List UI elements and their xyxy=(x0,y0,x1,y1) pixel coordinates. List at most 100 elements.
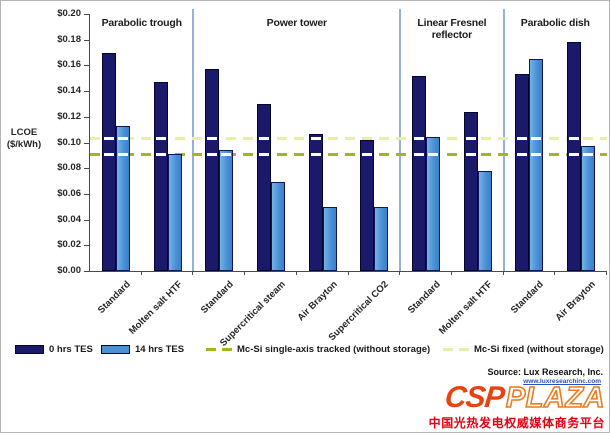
x-category-label: Supercritical steam xyxy=(217,279,288,349)
dash-gap-notch xyxy=(207,153,218,157)
y-tick-mark xyxy=(84,65,89,67)
x-tick-mark xyxy=(140,271,142,275)
y-tick-label: $0.06 xyxy=(57,187,81,199)
dash-gap-notch xyxy=(103,136,114,140)
logo-tagline: 中国光热发电权威媒体商务平台 xyxy=(428,416,605,430)
bar-14hrs-tes xyxy=(477,170,492,271)
y-axis-title: LCOE ($/kWh) xyxy=(1,127,47,151)
x-tick-mark xyxy=(554,271,556,275)
legend-label: 0 hrs TES xyxy=(49,344,93,355)
dash-gap-notch xyxy=(414,153,425,157)
dash-gap-notch xyxy=(103,153,114,157)
x-tick-mark xyxy=(192,271,194,275)
legend-item: 14 hrs TES xyxy=(101,344,184,355)
x-category-label: Standard xyxy=(95,279,133,316)
x-tick-mark xyxy=(399,271,401,275)
y-tick-mark xyxy=(84,142,89,144)
bar-0hrs-tes xyxy=(463,111,478,271)
dash-gap-notch xyxy=(428,153,439,157)
x-category-label: Air Brayton xyxy=(295,279,340,324)
dash-gap-notch xyxy=(258,136,269,140)
legend-item: Mc-Si single-axis tracked (without stora… xyxy=(206,344,430,355)
dash-gap-notch xyxy=(531,153,542,157)
dash-gap-notch xyxy=(465,153,476,157)
y-tick-label: $0.00 xyxy=(57,265,81,276)
x-category-label: Molten salt HTF xyxy=(126,279,185,337)
y-tick-mark xyxy=(84,116,89,118)
dash-gap-notch xyxy=(221,153,232,157)
group-separator xyxy=(399,9,402,271)
reference-line xyxy=(90,153,607,157)
x-category-label: Supercritical CO2 xyxy=(326,279,392,344)
source-website-link: www.luxresearchinc.com xyxy=(523,378,601,385)
x-category-label: Air Brayton xyxy=(553,279,598,324)
y-tick-label: $0.14 xyxy=(57,85,81,97)
legend-label: Mc-Si fixed (without storage) xyxy=(474,344,604,355)
source-text: Source: Lux Research, Inc. xyxy=(487,367,603,377)
bar-0hrs-tes xyxy=(153,82,168,271)
y-tick-label: $0.16 xyxy=(57,59,81,71)
bar-0hrs-tes xyxy=(256,103,271,271)
y-tick-mark xyxy=(84,193,89,195)
y-tick-mark xyxy=(84,219,89,221)
legend-item: Mc-Si fixed (without storage) xyxy=(443,344,604,355)
bar-0hrs-tes xyxy=(515,74,530,271)
group-header: Power tower xyxy=(266,17,327,29)
dash-gap-notch xyxy=(569,153,580,157)
bar-14hrs-tes xyxy=(426,137,441,271)
y-tick-label: $0.04 xyxy=(57,213,81,225)
csp-plaza-logo: CSP PLAZA 中国光热发电权威媒体商务平台 xyxy=(428,381,606,431)
bar-14hrs-tes xyxy=(581,146,596,271)
logo-wordmark: CSP PLAZA xyxy=(429,381,605,414)
x-tick-mark xyxy=(347,271,349,275)
group-header: Parabolic trough xyxy=(101,17,182,29)
legend-swatch-dash xyxy=(206,348,232,351)
bar-0hrs-tes xyxy=(360,139,375,271)
bar-14hrs-tes xyxy=(270,182,285,271)
bar-0hrs-tes xyxy=(567,42,582,271)
y-tick-mark xyxy=(84,245,89,247)
y-tick-mark xyxy=(84,14,89,15)
dash-gap-notch xyxy=(155,153,166,157)
dash-gap-notch xyxy=(583,153,594,157)
bar-14hrs-tes xyxy=(115,125,130,271)
group-separator xyxy=(502,9,505,271)
logo-csp-text: CSP xyxy=(443,381,506,414)
legend-swatch-dash xyxy=(443,348,469,351)
dash-gap-notch xyxy=(117,153,128,157)
logo-plaza-text: PLAZA xyxy=(505,382,605,414)
x-category-label: Standard xyxy=(199,279,237,316)
legend-label: Mc-Si single-axis tracked (without stora… xyxy=(237,344,431,355)
dash-gap-notch xyxy=(310,153,321,157)
y-axis-title-line1: LCOE xyxy=(10,127,38,138)
dash-gap-notch xyxy=(117,136,128,140)
group-header: Linear Fresnel reflector xyxy=(417,17,487,41)
dash-gap-notch xyxy=(465,136,476,140)
dash-gap-notch xyxy=(258,153,269,157)
y-axis-title-line2: ($/kWh) xyxy=(6,139,42,150)
x-category-label: Standard xyxy=(405,279,443,316)
bar-14hrs-tes xyxy=(374,206,389,271)
dash-gap-notch xyxy=(414,136,425,140)
y-tick-label: $0.20 xyxy=(57,8,81,19)
dash-gap-notch xyxy=(155,136,166,140)
legend-label: 14 hrs TES xyxy=(135,344,185,355)
y-tick-mark xyxy=(84,271,89,272)
x-tick-mark xyxy=(502,271,504,275)
dash-gap-notch xyxy=(362,153,373,157)
bar-0hrs-tes xyxy=(101,52,116,271)
y-tick-mark xyxy=(84,91,89,93)
bar-14hrs-tes xyxy=(529,58,544,271)
bar-14hrs-tes xyxy=(167,154,182,271)
y-tick-label: $0.08 xyxy=(57,162,81,174)
bar-14hrs-tes xyxy=(219,150,234,271)
y-tick-label: $0.10 xyxy=(57,136,81,148)
x-category-label: Molten salt HTF xyxy=(436,279,495,337)
x-tick-mark xyxy=(295,271,297,275)
group-header: Parabolic dish xyxy=(520,17,590,29)
y-tick-label: $0.02 xyxy=(57,239,81,251)
dash-gap-notch xyxy=(531,136,542,140)
reference-line xyxy=(90,136,607,140)
x-tick-mark xyxy=(244,271,246,275)
